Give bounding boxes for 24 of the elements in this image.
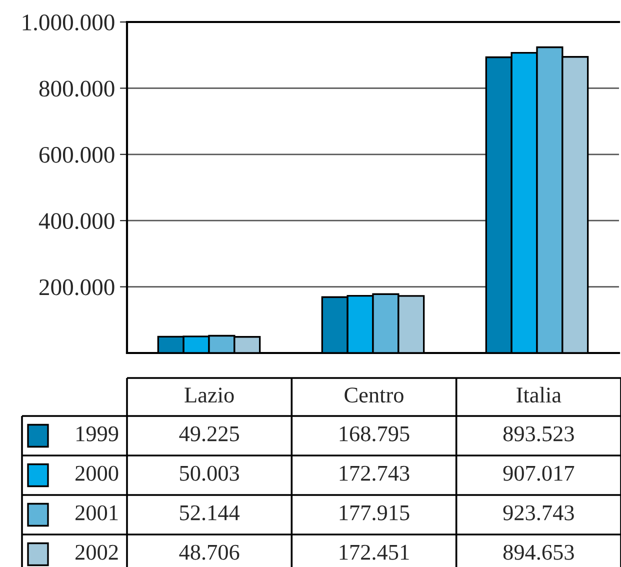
data-label: 923.743 (503, 505, 574, 520)
data-label: 172.451 (340, 544, 409, 560)
data-label: 49.225 (179, 426, 240, 442)
y-tick-label: 800.000 (39, 80, 114, 97)
data-label: 172.743 (340, 466, 410, 481)
data-label: 168.795 (340, 426, 410, 442)
legend-label: 2002 (76, 544, 118, 560)
legend-label: 1999 (76, 426, 118, 442)
y-tick-label: 200.000 (39, 279, 114, 296)
y-tick-label: 400.000 (38, 213, 114, 230)
data-label: 48.706 (179, 544, 240, 560)
x-tick-label: Centro (344, 388, 404, 403)
data-label: 894.653 (503, 544, 574, 560)
data-label: 893.523 (503, 426, 574, 442)
data-label: 177.915 (340, 505, 410, 520)
legend-label: 2000 (76, 466, 118, 481)
x-tick-label: Lazio (184, 388, 234, 403)
data-label: 52.144 (180, 505, 240, 520)
data-label: 907.017 (503, 466, 574, 481)
x-tick-label: Italia (516, 386, 562, 403)
y-tick-label: 600.000 (39, 146, 114, 163)
y-tick-label: 1.000.000 (22, 14, 114, 31)
data-label: 50.003 (180, 466, 240, 481)
legend-label: 2001 (76, 505, 118, 520)
